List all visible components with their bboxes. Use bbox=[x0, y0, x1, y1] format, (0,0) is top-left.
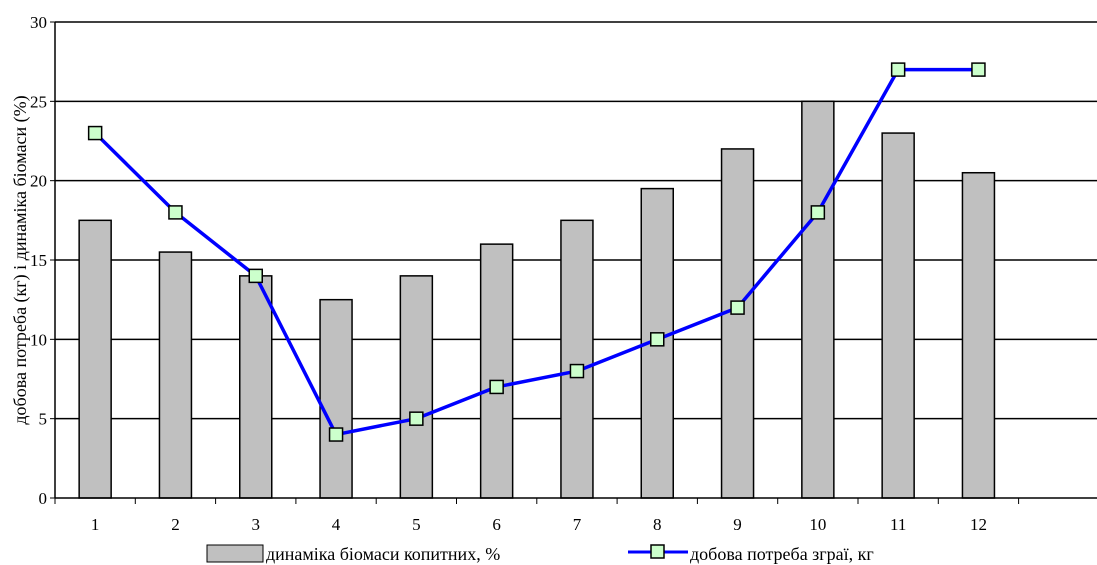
legend-bar-swatch bbox=[206, 544, 264, 563]
line-point-marker bbox=[971, 62, 986, 77]
line-point-marker bbox=[810, 205, 826, 220]
x-tick-label: 8 bbox=[653, 515, 662, 534]
y-tick-label: 5 bbox=[39, 410, 48, 429]
line-series bbox=[87, 62, 986, 442]
bar bbox=[881, 132, 915, 499]
line-point-marker bbox=[890, 62, 906, 77]
x-tick-label: 2 bbox=[171, 515, 180, 534]
legend-line-label: добова потреба зграї, кг bbox=[690, 544, 874, 564]
x-tick-label: 10 bbox=[809, 515, 826, 534]
y-tick-label: 20 bbox=[30, 172, 47, 191]
y-tick-label: 0 bbox=[39, 489, 48, 508]
bar bbox=[720, 148, 755, 499]
series-line bbox=[93, 67, 979, 437]
line-point-marker bbox=[730, 300, 745, 315]
axes bbox=[54, 22, 1097, 499]
bar bbox=[399, 275, 434, 499]
legend: динаміка біомаси копитних, % добова потр… bbox=[206, 544, 874, 564]
y-tick-label: 10 bbox=[30, 330, 47, 349]
y-tick-label: 25 bbox=[30, 92, 47, 111]
line-point-marker bbox=[650, 332, 665, 347]
x-tick-label: 7 bbox=[573, 515, 582, 534]
line-point-marker bbox=[569, 363, 585, 379]
x-tick-label: 4 bbox=[332, 515, 341, 534]
bar bbox=[78, 219, 112, 499]
x-tick-label: 6 bbox=[492, 515, 501, 534]
line-point-marker bbox=[248, 268, 263, 284]
y-axis-title: добова потреба (кг) і динаміка біомаси (… bbox=[10, 95, 31, 424]
legend-bar-label: динаміка біомаси копитних, % bbox=[266, 544, 500, 564]
bars bbox=[78, 100, 996, 499]
bar bbox=[560, 219, 594, 499]
x-tick-label: 9 bbox=[733, 515, 742, 534]
x-tick-label: 3 bbox=[252, 515, 261, 534]
bar bbox=[801, 100, 835, 499]
line-point-marker bbox=[87, 125, 103, 141]
line-point-marker bbox=[328, 427, 344, 442]
line-point-marker bbox=[489, 379, 504, 395]
x-tick-labels: 1 2 3 4 5 6 7 8 9 10 11 12 bbox=[54, 498, 1020, 534]
line-point-marker bbox=[409, 411, 424, 426]
bar bbox=[319, 298, 353, 499]
x-tick-label: 5 bbox=[412, 515, 421, 534]
y-tick-label: 30 bbox=[30, 13, 47, 32]
legend-line-marker bbox=[650, 544, 665, 559]
bar bbox=[479, 243, 514, 499]
bar bbox=[239, 275, 273, 499]
y-tick-label: 15 bbox=[30, 251, 47, 270]
line-point-marker bbox=[168, 205, 183, 220]
y-tick-labels: 0 5 10 15 20 25 30 bbox=[30, 13, 47, 508]
bar bbox=[158, 251, 193, 499]
bar bbox=[961, 171, 996, 499]
x-tick-label: 12 bbox=[970, 515, 987, 534]
x-tick-label: 11 bbox=[890, 515, 906, 534]
x-tick-label: 1 bbox=[91, 515, 100, 534]
